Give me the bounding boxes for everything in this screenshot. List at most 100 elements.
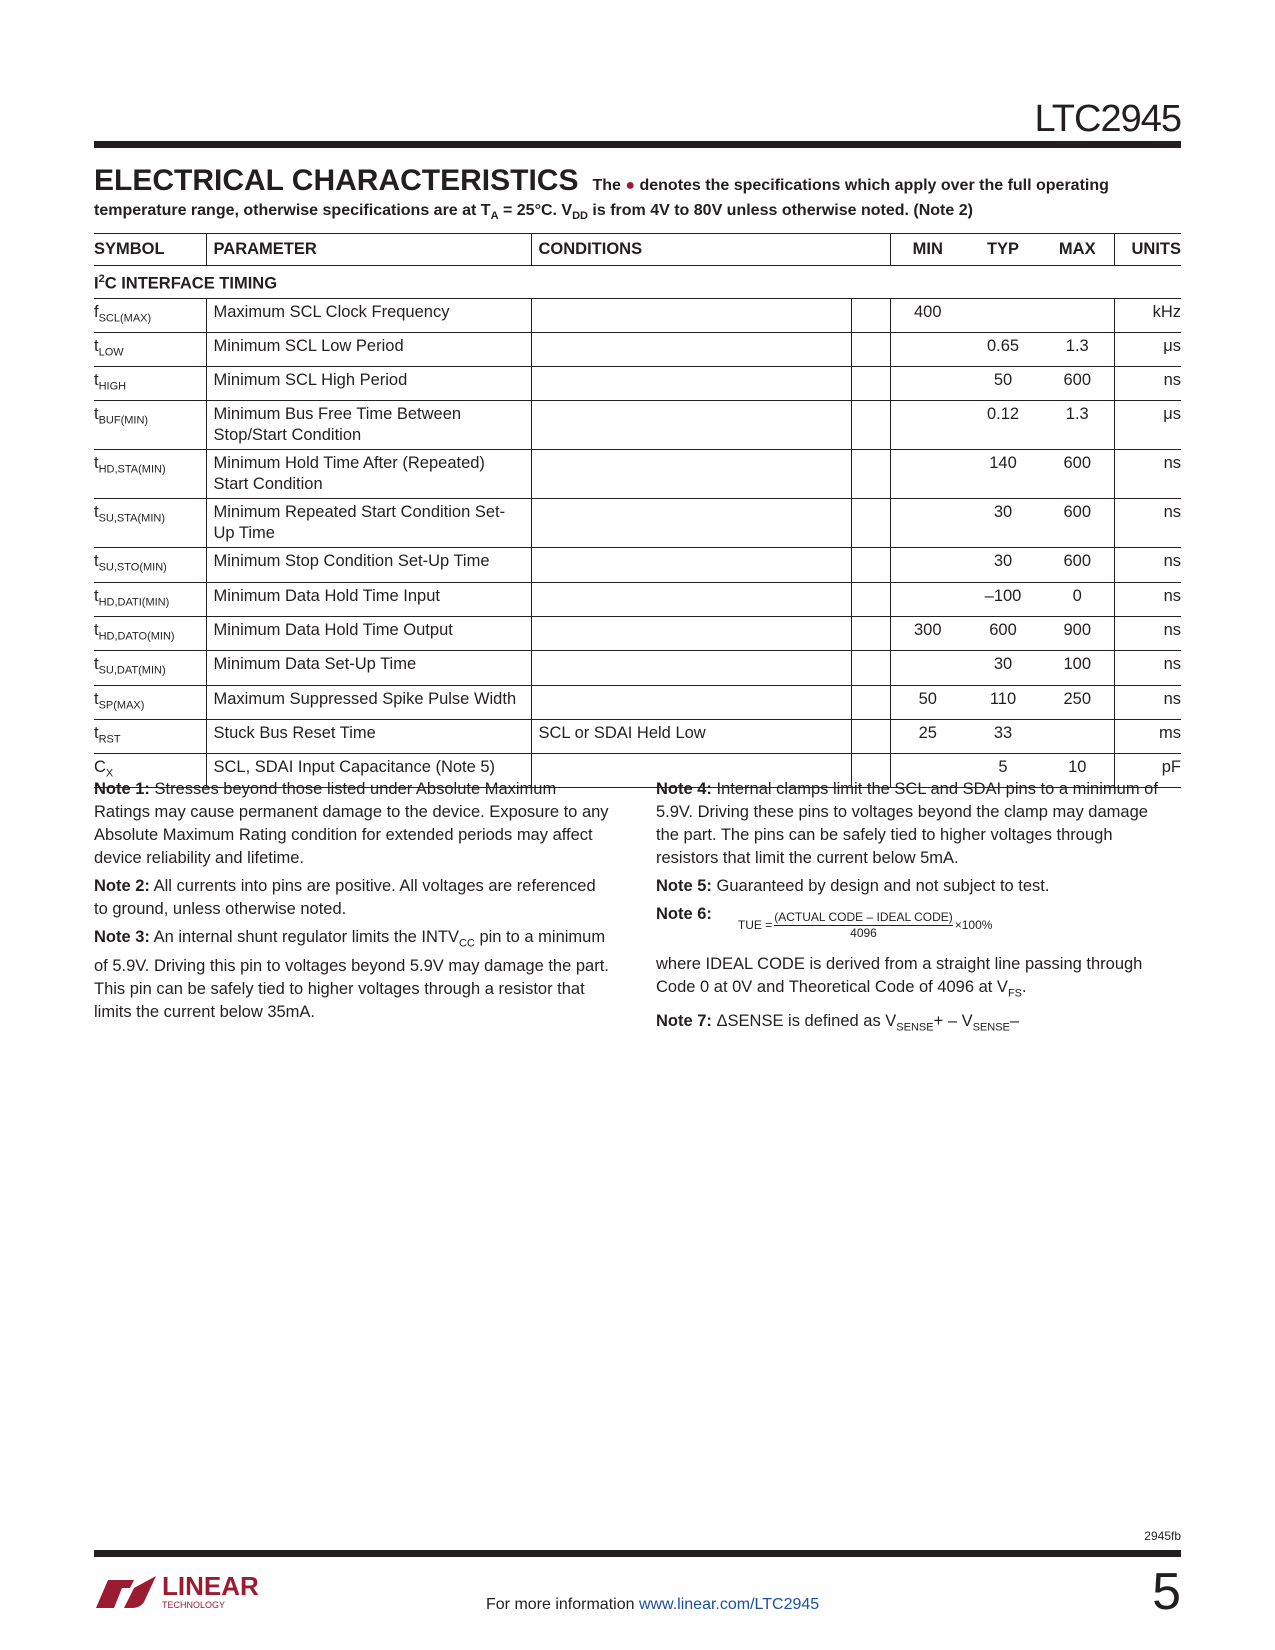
conditions-cell <box>530 366 851 402</box>
bullet-cell <box>850 685 890 720</box>
conditions-cell <box>530 400 851 451</box>
max-cell: 600 <box>1041 366 1114 402</box>
bullet-cell <box>850 332 890 368</box>
min-cell <box>889 400 965 451</box>
parameter-cell: Minimum Stop Condition Set-Up Time <box>205 547 531 583</box>
note-1: Note 1: Stresses beyond those listed und… <box>94 780 609 867</box>
symbol-cell: tSP(MAX) <box>94 685 206 720</box>
max-cell: 900 <box>1041 616 1114 652</box>
table-row: tBUF(MIN) Minimum Bus Free Time Between … <box>94 400 1181 451</box>
symbol-cell: tHD,DATO(MIN) <box>94 616 206 652</box>
footer-rule <box>94 1550 1181 1557</box>
units-cell: ns <box>1113 616 1181 652</box>
section-title: ELECTRICAL CHARACTERISTICS <box>94 164 579 197</box>
symbol-cell: tRST <box>94 719 206 755</box>
col-symbol: SYMBOL <box>94 233 206 266</box>
table-row: tSU,DAT(MIN) Minimum Data Set-Up Time 30… <box>94 650 1181 686</box>
bullet-cell <box>850 498 890 549</box>
symbol-cell: tHD,DATI(MIN) <box>94 582 206 617</box>
min-cell <box>889 753 965 789</box>
min-cell <box>889 332 965 368</box>
symbol-cell: tHIGH <box>94 366 206 402</box>
note-5: Note 5: Guaranteed by design and not sub… <box>656 877 1050 895</box>
col-units: UNITS <box>1113 233 1181 266</box>
parameter-cell: Minimum Hold Time After (Repeated) Start… <box>205 449 531 500</box>
table-row: tLOW Minimum SCL Low Period 0.65 1.3 μs <box>94 332 1181 368</box>
table-row: fSCL(MAX) Maximum SCL Clock Frequency 40… <box>94 298 1181 333</box>
max-cell: 600 <box>1041 449 1114 500</box>
bullet-cell <box>850 298 890 333</box>
table-row: tRST Stuck Bus Reset Time SCL or SDAI He… <box>94 719 1181 755</box>
typ-cell: 140 <box>965 449 1041 500</box>
max-cell: 100 <box>1041 650 1114 686</box>
conditions-cell <box>530 650 851 686</box>
units-cell: ns <box>1113 547 1181 583</box>
linear-logo: LINEAR TECHNOLOGY <box>94 1572 259 1610</box>
parameter-cell: Minimum Repeated Start Condition Set-Up … <box>205 498 531 549</box>
page-number: 5 <box>1152 1563 1181 1621</box>
note-3: Note 3: An internal shunt regulator limi… <box>94 928 609 1022</box>
units-cell: μs <box>1113 332 1181 368</box>
symbol-cell: tHD,STA(MIN) <box>94 449 206 500</box>
table-row: tSU,STA(MIN) Minimum Repeated Start Cond… <box>94 498 1181 549</box>
symbol-cell: tBUF(MIN) <box>94 400 206 451</box>
units-cell: ns <box>1113 650 1181 686</box>
table-row: tSP(MAX) Maximum Suppressed Spike Pulse … <box>94 685 1181 720</box>
conditions-cell <box>530 582 851 617</box>
conditions-cell <box>530 616 851 652</box>
units-cell: ns <box>1113 366 1181 402</box>
typ-cell: 600 <box>965 616 1041 652</box>
min-cell <box>889 582 965 617</box>
note-7: Note 7: ΔSENSE is defined as VSENSE+ – V… <box>656 1012 1020 1034</box>
lt-logo-icon <box>96 1576 156 1608</box>
min-cell: 400 <box>889 298 965 333</box>
max-cell: 1.3 <box>1041 400 1114 451</box>
symbol-cell: CX <box>94 753 206 789</box>
min-cell <box>889 650 965 686</box>
typ-cell: 33 <box>965 719 1041 755</box>
bullet-cell <box>850 449 890 500</box>
conditions-cell <box>530 498 851 549</box>
typ-cell: 30 <box>965 650 1041 686</box>
parameter-cell: Minimum SCL High Period <box>205 366 531 402</box>
parameter-cell: Stuck Bus Reset Time <box>205 719 531 755</box>
symbol-cell: tSU,DAT(MIN) <box>94 650 206 686</box>
table-row: tHIGH Minimum SCL High Period 50 600 ns <box>94 366 1181 402</box>
units-cell: kHz <box>1113 298 1181 333</box>
typ-cell: 30 <box>965 547 1041 583</box>
symbol-cell: fSCL(MAX) <box>94 298 206 333</box>
bullet-cell <box>850 400 890 451</box>
col-typ: TYP <box>965 233 1041 266</box>
header-rule <box>94 141 1181 148</box>
typ-cell: –100 <box>965 582 1041 617</box>
units-cell: pF <box>1113 753 1181 789</box>
typ-cell: 110 <box>965 685 1041 720</box>
min-cell: 25 <box>889 719 965 755</box>
parameter-cell: Minimum Data Hold Time Input <box>205 582 531 617</box>
min-cell: 50 <box>889 685 965 720</box>
typ-cell: 0.12 <box>965 400 1041 451</box>
table-row: tHD,DATI(MIN) Minimum Data Hold Time Inp… <box>94 582 1181 617</box>
units-cell: ns <box>1113 685 1181 720</box>
website-link[interactable]: www.linear.com/LTC2945 <box>638 1596 820 1613</box>
parameter-cell: Minimum Data Set-Up Time <box>205 650 531 686</box>
note-6-text: where IDEAL CODE is derived from a strai… <box>656 955 1143 1000</box>
parameter-cell: Minimum SCL Low Period <box>205 332 531 368</box>
typ-cell: 5 <box>965 753 1041 789</box>
conditions-cell <box>530 449 851 500</box>
table-row: CX SCL, SDAI Input Capacitance (Note 5) … <box>94 753 1181 789</box>
typ-cell: 0.65 <box>965 332 1041 368</box>
parameter-cell: Maximum Suppressed Spike Pulse Width <box>205 685 531 720</box>
doc-code: 2945fb <box>1144 1529 1181 1543</box>
bullet-icon: ● <box>625 177 636 194</box>
note-2: Note 2: All currents into pins are posit… <box>94 877 596 918</box>
note-6: Note 6: TUE = (ACTUAL CODE – IDEAL CODE)… <box>656 905 993 940</box>
typ-cell <box>965 298 1041 333</box>
typ-cell: 30 <box>965 498 1041 549</box>
bullet-cell <box>850 366 890 402</box>
conditions-cell <box>530 547 851 583</box>
symbol-cell: tSU,STO(MIN) <box>94 547 206 583</box>
max-cell: 0 <box>1041 582 1114 617</box>
notes-left: Note 1: Stresses beyond those listed und… <box>94 778 609 1029</box>
footer-info: For more information www.linear.com/LTC2… <box>486 1596 820 1613</box>
